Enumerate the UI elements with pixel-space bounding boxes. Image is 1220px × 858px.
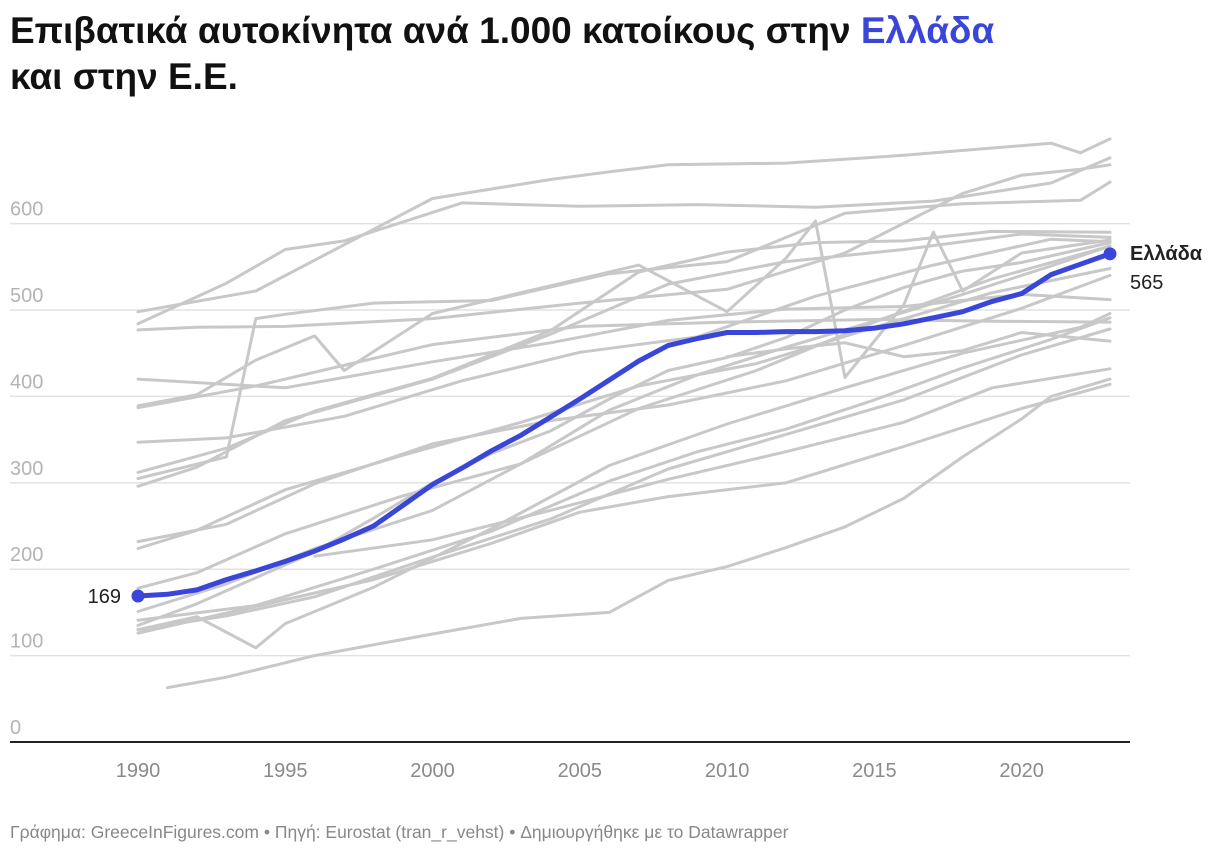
series-line-11 xyxy=(136,273,1112,544)
highlight-start-point xyxy=(131,589,145,603)
x-tick-label: 1990 xyxy=(116,760,161,782)
highlight-series-line xyxy=(135,251,1113,599)
x-tick-label: 2000 xyxy=(410,760,455,782)
series-line-7 xyxy=(136,318,1112,410)
series-line-6 xyxy=(136,292,1112,390)
y-tick-label: 600 xyxy=(10,199,43,221)
series-line-12 xyxy=(136,267,1112,550)
highlight-end-value-label: 565 xyxy=(1130,272,1163,294)
chart-title: Επιβατικά αυτοκίνητα ανά 1.000 κατοίκους… xyxy=(10,8,1210,100)
y-tick-label: 300 xyxy=(10,458,43,480)
y-tick-label: 500 xyxy=(10,285,43,307)
y-tick-label: 0 xyxy=(10,717,21,739)
x-tick-label: 2005 xyxy=(558,760,603,782)
chart-title-suffix: και στην Ε.Ε. xyxy=(10,56,238,97)
series-line-3 xyxy=(136,163,1112,332)
chart-title-prefix: Επιβατικά αυτοκίνητα ανά 1.000 κατοίκους… xyxy=(10,10,861,51)
series-line-22 xyxy=(725,331,1112,359)
series-line-18 xyxy=(136,316,1112,622)
grid-lines xyxy=(10,222,1130,657)
eu-country-lines xyxy=(136,137,1112,690)
series-line-5 xyxy=(136,219,1112,408)
series-line-17 xyxy=(136,327,1112,632)
y-tick-label: 100 xyxy=(10,631,43,653)
series-line-1 xyxy=(136,137,1112,314)
series-line-21 xyxy=(313,367,1112,558)
highlight-start-value-label: 169 xyxy=(88,586,121,608)
x-tick-label: 1995 xyxy=(263,760,308,782)
x-tick-label: 2015 xyxy=(852,760,897,782)
y-tick-label: 200 xyxy=(10,544,43,566)
x-tick-label: 2010 xyxy=(705,760,750,782)
series-line-13 xyxy=(136,244,1112,590)
x-tick-label: 2020 xyxy=(999,760,1044,782)
series-line-2 xyxy=(136,156,1112,326)
highlight-series-group: 169 Ελλάδα 565 xyxy=(88,243,1203,608)
highlight-end-point xyxy=(1103,247,1117,261)
series-line-20 xyxy=(166,377,1112,690)
series-line-10 xyxy=(136,237,1112,444)
series-line-19 xyxy=(136,382,1112,635)
highlight-series-name-label: Ελλάδα xyxy=(1130,243,1203,265)
y-axis-labels: 0 100 200 300 400 500 600 xyxy=(10,199,43,739)
y-tick-label: 400 xyxy=(10,371,43,393)
series-line-9 xyxy=(136,229,1112,474)
x-axis: 1990 1995 2000 2005 2010 2015 2020 xyxy=(10,741,1130,782)
series-line-8 xyxy=(136,232,1112,488)
series-line-16 xyxy=(136,312,1112,650)
chart-title-highlight: Ελλάδα xyxy=(860,10,995,51)
chart-footer-credits: Γράφημα: GreeceInFigures.com • Πηγή: Eur… xyxy=(10,822,789,842)
